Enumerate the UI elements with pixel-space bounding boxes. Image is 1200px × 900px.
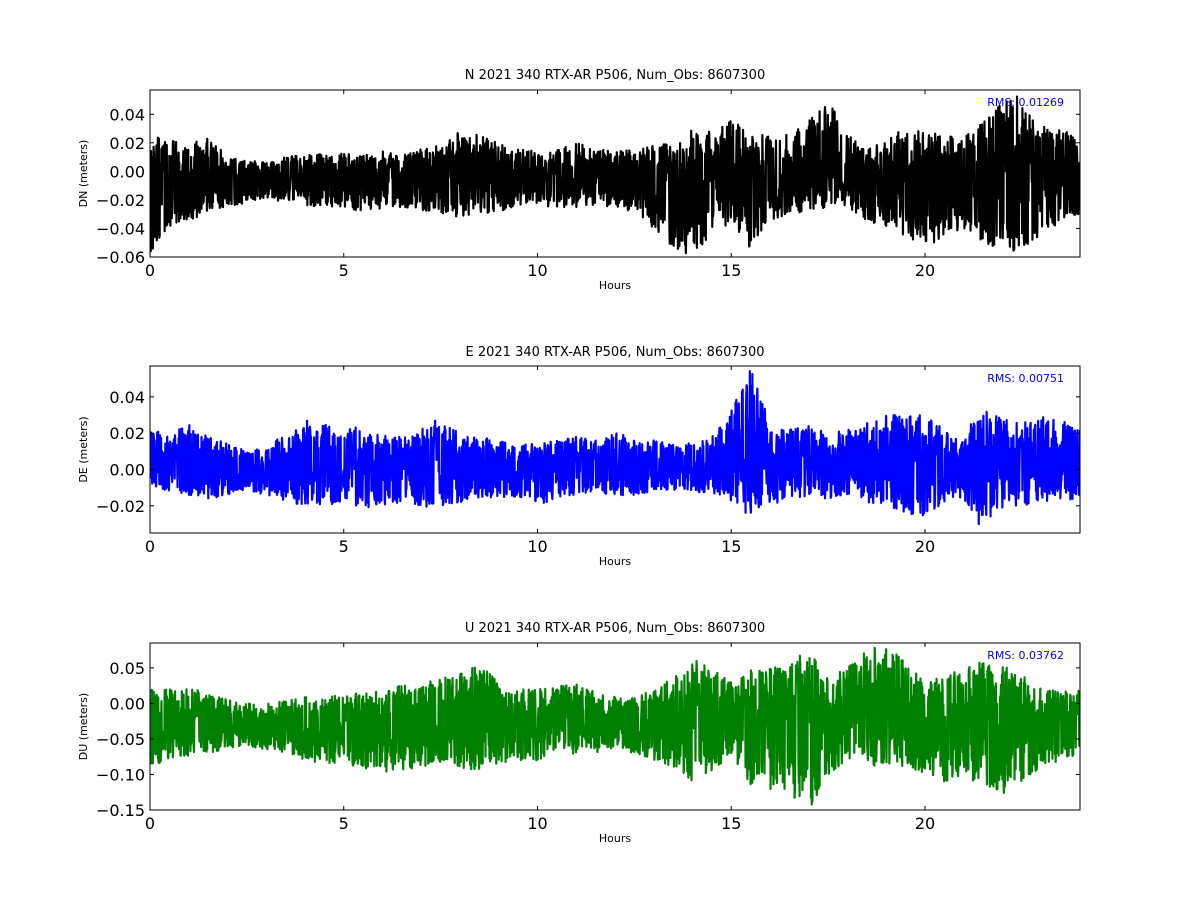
series-trace: [150, 95, 1080, 255]
x-tick-label: 20: [915, 537, 935, 556]
y-tick-label: 0.00: [109, 694, 145, 713]
panel-north: N 2021 340 RTX-AR P506, Num_Obs: 8607300…: [77, 68, 1081, 292]
series-layer: [150, 369, 1080, 526]
x-tick-label: 15: [721, 814, 741, 833]
x-tick-label: 0: [145, 537, 155, 556]
axes-frame: [149, 365, 1081, 534]
y-tick-label: −0.02: [96, 191, 145, 210]
x-axis-label: Hours: [599, 279, 631, 292]
y-tick-label: −0.04: [96, 219, 145, 238]
x-axis-label: Hours: [599, 832, 631, 845]
x-tick-label: 5: [339, 261, 349, 280]
x-tick-label: 20: [915, 814, 935, 833]
x-tick-label: 10: [527, 261, 547, 280]
panel-title: E 2021 340 RTX-AR P506, Num_Obs: 8607300: [466, 345, 765, 360]
panel-east: E 2021 340 RTX-AR P506, Num_Obs: 8607300…: [77, 345, 1081, 568]
y-tick-label: 0.00: [109, 162, 145, 181]
y-tick-label: 0.02: [109, 424, 145, 443]
series-trace: [150, 646, 1080, 806]
y-tick-label: 0.04: [109, 105, 145, 124]
y-tick-label: 0.02: [109, 134, 145, 153]
y-axis-label: DU (meters): [77, 693, 90, 760]
y-axis-label: DE (meters): [77, 416, 90, 482]
x-tick-label: 10: [527, 537, 547, 556]
x-tick-label: 0: [145, 814, 155, 833]
y-tick-label: 0.04: [109, 388, 145, 407]
x-tick-label: 5: [339, 814, 349, 833]
x-tick-label: 5: [339, 537, 349, 556]
x-tick-label: 10: [527, 814, 547, 833]
x-axis-label: Hours: [599, 555, 631, 568]
y-tick-label: 0.05: [109, 659, 145, 678]
x-tick-label: 20: [915, 261, 935, 280]
panel-up: U 2021 340 RTX-AR P506, Num_Obs: 8607300…: [77, 621, 1081, 845]
rms-annotation: RMS: 0.03762: [987, 649, 1064, 662]
y-tick-label: −0.10: [96, 765, 145, 784]
axes-frame: [149, 642, 1081, 811]
y-tick-label: −0.05: [96, 730, 145, 749]
y-tick-label: −0.15: [96, 801, 145, 820]
series-layer: [150, 646, 1080, 806]
rms-annotation: RMS: 0.01269: [987, 96, 1064, 109]
y-tick-label: 0.00: [109, 460, 145, 479]
ticks-layer: 0 5 10 15 20 −0.06 −0.04 −0.02 0.00 0.02 0.04: [96, 90, 1080, 280]
x-tick-label: 0: [145, 261, 155, 280]
y-tick-label: −0.06: [96, 248, 145, 267]
panel-title: N 2021 340 RTX-AR P506, Num_Obs: 8607300: [465, 68, 765, 83]
ticks-layer: 0 5 10 15 20 −0.15 −0.10 −0.05 0.00 0.05: [96, 643, 1080, 833]
ticks-layer: 0 5 10 15 20 −0.02 0.00 0.02 0.04: [96, 366, 1080, 556]
x-tick-label: 15: [721, 261, 741, 280]
y-tick-label: −0.02: [96, 497, 145, 516]
axes-frame: [149, 89, 1081, 258]
y-axis-label: DN (meters): [77, 140, 90, 208]
series-layer: [150, 95, 1080, 255]
rms-annotation: RMS: 0.00751: [987, 372, 1064, 385]
x-tick-label: 15: [721, 537, 741, 556]
panel-title: U 2021 340 RTX-AR P506, Num_Obs: 8607300: [465, 621, 765, 636]
series-trace: [150, 369, 1080, 526]
